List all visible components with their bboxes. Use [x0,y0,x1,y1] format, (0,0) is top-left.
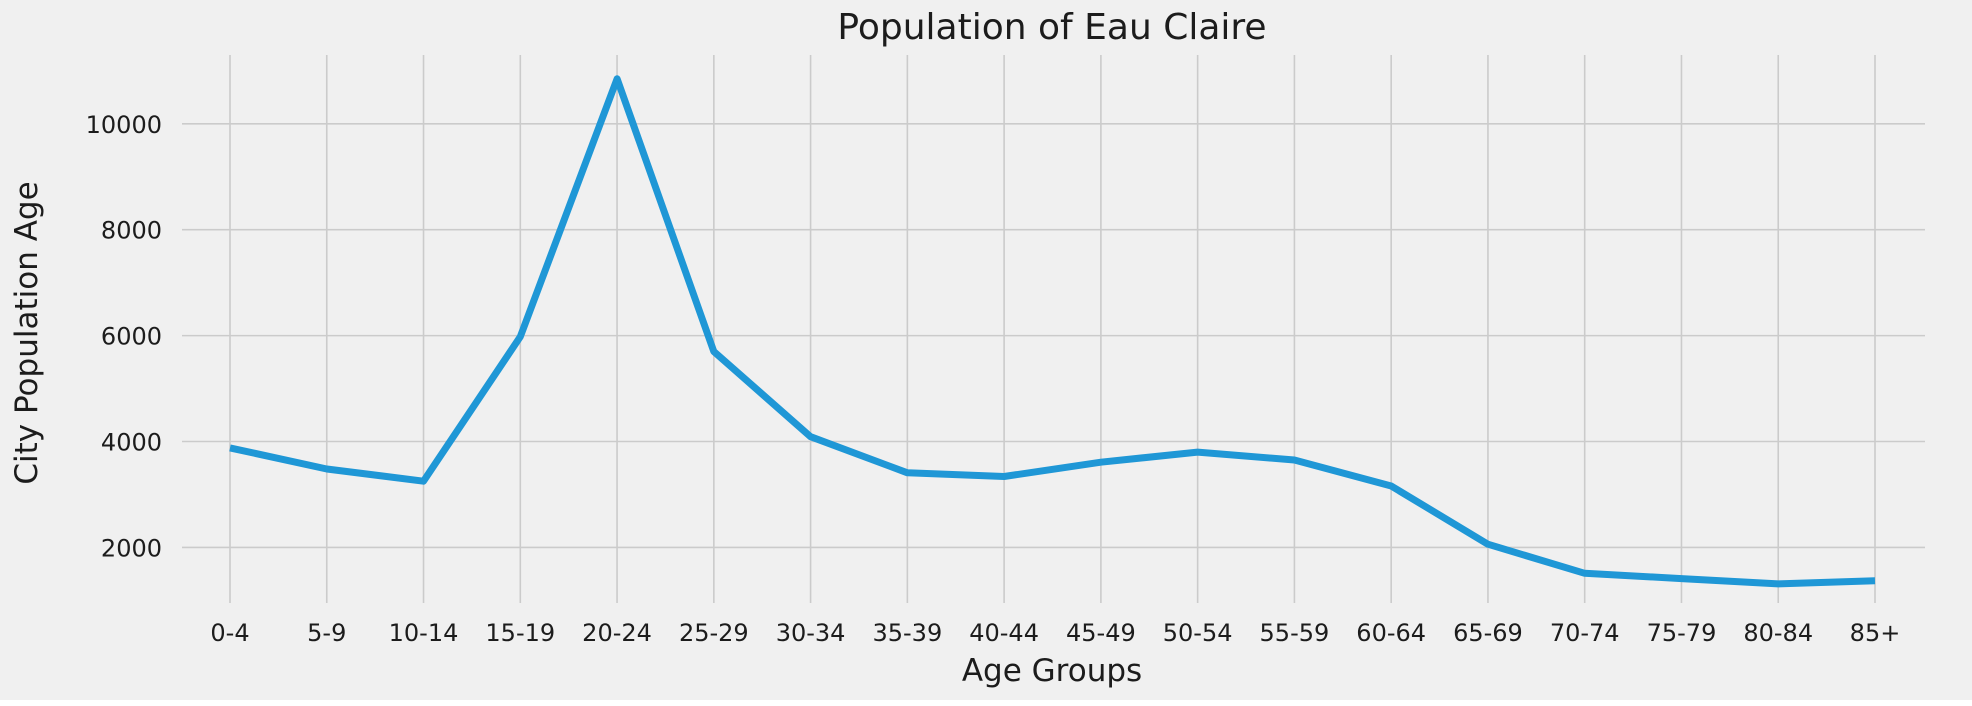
x-tick-label: 0-4 [210,619,249,647]
y-tick-label: 2000 [101,534,162,562]
y-axis-label: City Population Age [9,181,45,484]
x-tick-label: 35-39 [872,619,942,647]
series-layer [229,75,1876,588]
x-tick-label: 10-14 [389,619,459,647]
y-tick-labels: 2000 4000 6000 8000 10000 [86,111,162,563]
x-tick-label: 55-59 [1260,619,1330,647]
x-tick-label: 5-9 [307,619,346,647]
x-tick-label: 50-54 [1163,619,1233,647]
x-axis-label: Age Groups [962,653,1142,689]
x-tick-label: 20-24 [582,619,652,647]
x-tick-label: 30-34 [776,619,846,647]
x-tick-label: 70-74 [1550,619,1620,647]
x-tick-label: 40-44 [969,619,1039,647]
x-tick-label: 65-69 [1453,619,1523,647]
series-line [229,75,1876,588]
x-tick-label: 15-19 [485,619,555,647]
x-tick-label: 60-64 [1356,619,1426,647]
x-tick-label: 25-29 [679,619,749,647]
x-tick-labels: 0-4 5-9 10-14 15-19 20-24 25-29 30-34 35-39 40-4… [210,619,1900,647]
grid [182,55,1925,603]
y-tick-label: 6000 [101,323,162,351]
y-tick-label: 4000 [101,429,162,457]
x-tick-label: 75-79 [1647,619,1717,647]
y-tick-label: 10000 [86,111,162,139]
x-tick-label: 80-84 [1743,619,1813,647]
y-tick-label: 8000 [101,217,162,245]
x-tick-label: 85+ [1850,619,1901,647]
chart-title: Population of Eau Claire [837,7,1266,48]
x-tick-label: 45-49 [1066,619,1136,647]
